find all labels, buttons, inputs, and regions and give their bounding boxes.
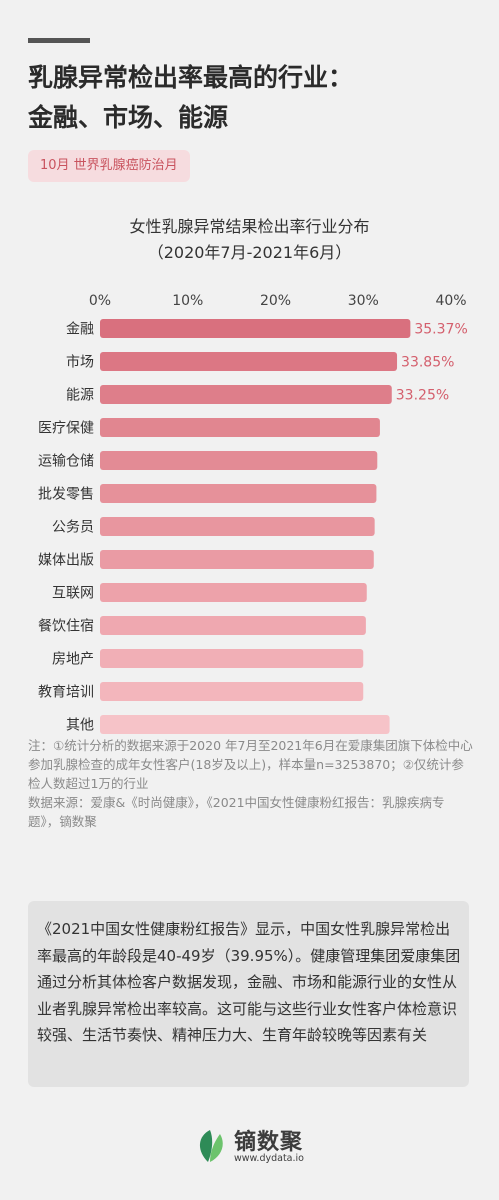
month-tag: 10月 世界乳腺癌防治月 bbox=[28, 150, 190, 182]
headline-line-2: 金融、市场、能源 bbox=[28, 103, 229, 132]
bar bbox=[100, 550, 374, 569]
bar bbox=[100, 385, 392, 404]
headline: 乳腺异常检出率最高的行业： 金融、市场、能源 bbox=[28, 58, 478, 138]
chart-subtitle: （2020年7月-2021年6月） bbox=[147, 243, 352, 262]
bar bbox=[100, 715, 390, 734]
top-rule bbox=[28, 38, 90, 43]
footnote-source: 数据来源：爱康&《时尚健康》，《2021中国女性健康粉红报告：乳腺疾病专题》，镝… bbox=[28, 795, 445, 829]
x-tick-label: 10% bbox=[172, 293, 203, 309]
chart-title: 女性乳腺异常结果检出率行业分布 bbox=[129, 217, 370, 236]
category-label: 教育培训 bbox=[38, 685, 94, 701]
bar-chart: 0% 10% 20% 30% 40% 金融 35.37% 市场 33.85% 能源 33.25% 医疗… bbox=[38, 293, 468, 734]
data-label: 35.37% bbox=[414, 322, 467, 338]
bar bbox=[100, 583, 367, 602]
category-label: 能源 bbox=[66, 388, 94, 404]
leaf-logo-icon bbox=[199, 1130, 223, 1162]
x-tick-label: 40% bbox=[435, 293, 466, 309]
category-label: 市场 bbox=[66, 354, 94, 371]
headline-line-1: 乳腺异常检出率最高的行业： bbox=[28, 63, 354, 92]
bar bbox=[100, 319, 411, 338]
chart-title-block: 女性乳腺异常结果检出率行业分布 （2020年7月-2021年6月） bbox=[0, 214, 499, 266]
brand-url: www.dydata.io bbox=[234, 1153, 304, 1164]
category-label: 餐饮住宿 bbox=[38, 618, 94, 635]
bar bbox=[100, 451, 378, 470]
category-label: 其他 bbox=[66, 718, 94, 734]
category-label: 医疗保健 bbox=[38, 421, 94, 437]
category-label: 房地产 bbox=[52, 652, 94, 668]
footnote-method: 注：①统计分析的数据来源于2020 年7月至2021年6月在爱康集团旗下体检中心… bbox=[28, 738, 473, 791]
bar bbox=[100, 418, 380, 437]
x-tick-label: 20% bbox=[260, 293, 291, 309]
brand-logo: 镝数聚 www.dydata.io bbox=[192, 1124, 342, 1168]
bar bbox=[100, 484, 377, 503]
category-label: 运输仓储 bbox=[38, 454, 94, 470]
data-label: 33.85% bbox=[401, 355, 454, 371]
bar bbox=[100, 616, 366, 635]
data-label: 33.25% bbox=[396, 388, 449, 404]
category-label: 公务员 bbox=[52, 520, 94, 536]
footnote: 注：①统计分析的数据来源于2020 年7月至2021年6月在爱康集团旗下体检中心… bbox=[28, 736, 474, 831]
bar bbox=[100, 682, 364, 701]
category-label: 金融 bbox=[66, 322, 94, 338]
brand-name: 镝数聚 bbox=[234, 1130, 304, 1155]
x-tick-label: 0% bbox=[89, 293, 111, 309]
category-label: 互联网 bbox=[52, 586, 94, 602]
category-label: 媒体出版 bbox=[38, 553, 94, 569]
category-label: 批发零售 bbox=[38, 487, 94, 503]
x-tick-label: 30% bbox=[348, 293, 379, 309]
bar bbox=[100, 649, 364, 668]
bar bbox=[100, 352, 398, 371]
summary-box: 《2021中国女性健康粉红报告》显示，中国女性乳腺异常检出率最高的年龄段是40-… bbox=[28, 901, 469, 1087]
bar bbox=[100, 517, 375, 536]
